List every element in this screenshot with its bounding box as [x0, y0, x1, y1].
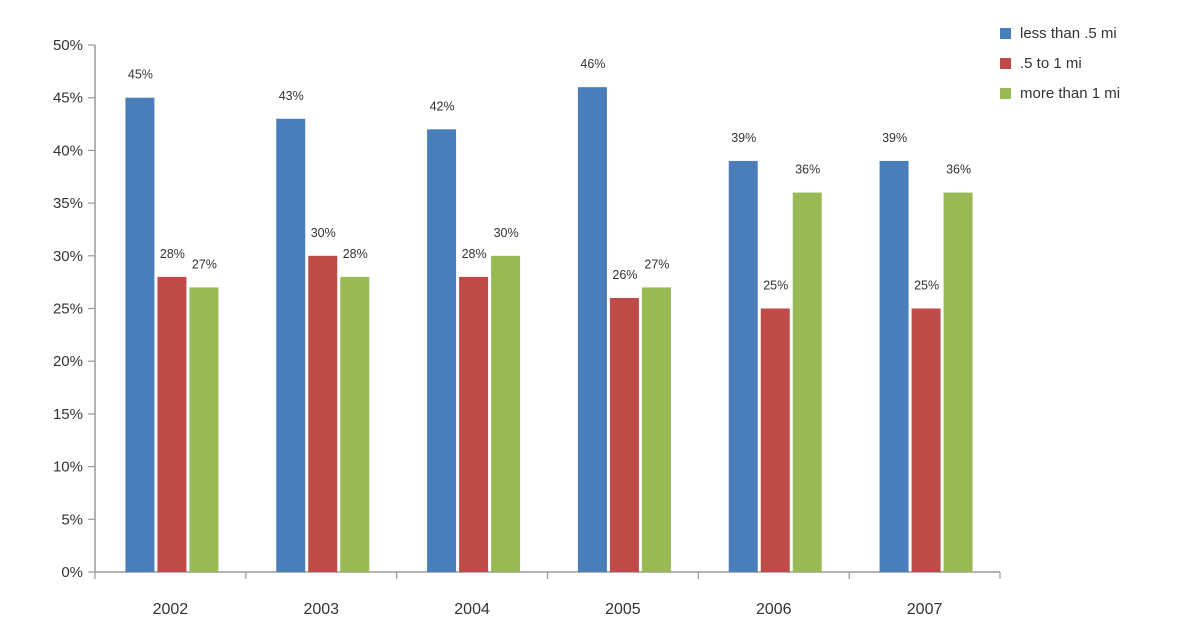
- y-tick-label: 25%: [53, 301, 83, 318]
- x-axis: 2002 2003 2004 2005 2006 2007: [94, 571, 1001, 618]
- y-tick-label: 50%: [53, 37, 83, 54]
- bar: [427, 129, 457, 572]
- data-label: 26%: [612, 268, 637, 282]
- y-tick-label: 5%: [61, 511, 83, 528]
- y-tick-label: 35%: [53, 195, 83, 212]
- y-tick-label: 45%: [53, 90, 83, 107]
- data-label: 28%: [462, 247, 487, 261]
- bar: [760, 308, 790, 572]
- bar: [276, 118, 306, 572]
- bar: [157, 276, 187, 572]
- bar: [577, 87, 607, 572]
- y-tick-label: 20%: [53, 353, 83, 370]
- y-tick-label: 0%: [61, 564, 83, 581]
- bar: [459, 276, 489, 572]
- data-label: 46%: [580, 57, 605, 71]
- legend-swatch: [1000, 27, 1011, 39]
- data-label: 36%: [946, 163, 971, 177]
- legend: less than .5 mi .5 to 1 mi more than 1 m…: [1000, 18, 1120, 108]
- y-axis: 0% 5% 10% 15% 20% 25% 30% 35% 40% 45% 50%: [53, 37, 96, 581]
- y-tick-label: 15%: [53, 406, 83, 423]
- x-tick-label: 2002: [153, 601, 189, 618]
- bar: [879, 160, 909, 572]
- bar: [340, 276, 370, 572]
- data-label: 30%: [311, 226, 336, 240]
- x-tick-label: 2005: [605, 601, 641, 618]
- x-tick-label: 2004: [454, 601, 490, 618]
- data-label: 42%: [430, 99, 455, 113]
- data-label: 39%: [882, 131, 907, 145]
- bar: [728, 160, 758, 572]
- legend-item-less-than-half-mile: less than .5 mi: [1000, 18, 1120, 48]
- legend-label: .5 to 1 mi: [1020, 54, 1082, 72]
- y-tick-label: 10%: [53, 459, 83, 476]
- legend-swatch: [1000, 87, 1011, 99]
- data-label: 28%: [160, 247, 185, 261]
- bar: [911, 308, 941, 572]
- data-label: 45%: [128, 68, 153, 82]
- x-tick-label: 2007: [907, 601, 943, 618]
- data-label: 25%: [914, 279, 939, 293]
- y-tick-label: 30%: [53, 248, 83, 265]
- bar: [308, 255, 338, 573]
- data-label: 27%: [644, 257, 669, 271]
- bar: [491, 255, 521, 573]
- bar: [943, 192, 973, 572]
- data-label: 25%: [763, 279, 788, 293]
- data-label: 36%: [795, 163, 820, 177]
- x-tick-label: 2003: [303, 601, 339, 618]
- bar: [792, 192, 822, 572]
- data-label: 27%: [192, 257, 217, 271]
- legend-swatch: [1000, 57, 1011, 69]
- bar: [125, 97, 155, 572]
- legend-item-half-to-one-mile: .5 to 1 mi: [1000, 48, 1120, 78]
- legend-label: less than .5 mi: [1020, 24, 1117, 42]
- bars: [125, 87, 973, 573]
- legend-label: more than 1 mi: [1020, 84, 1121, 102]
- x-tick-label: 2006: [756, 601, 792, 618]
- bar: [189, 287, 219, 572]
- y-tick-label: 40%: [53, 142, 83, 159]
- data-label: 39%: [731, 131, 756, 145]
- data-label: 30%: [494, 226, 519, 240]
- data-label: 43%: [279, 89, 304, 103]
- bar: [641, 287, 671, 572]
- data-label: 28%: [343, 247, 368, 261]
- data-labels: 45% 28% 27% 43% 30% 28% 42% 28% 30% 46% 26% 27% 39% 2…: [128, 57, 971, 292]
- legend-item-more-than-one-mile: more than 1 mi: [1000, 78, 1120, 108]
- bar: [609, 297, 639, 572]
